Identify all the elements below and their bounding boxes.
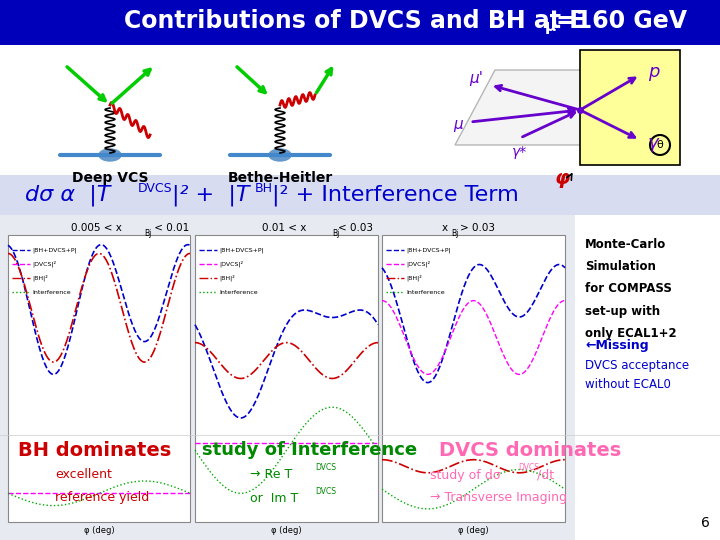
Text: |BH|²: |BH|² <box>219 275 235 281</box>
Bar <box>0 175 720 215</box>
Text: φ (deg): φ (deg) <box>271 526 302 535</box>
Text: for COMPASS: for COMPASS <box>585 282 672 295</box>
Text: ←Missing: ←Missing <box>585 339 649 352</box>
Text: Interference: Interference <box>406 289 445 294</box>
Text: 0.005 < x: 0.005 < x <box>71 223 122 233</box>
Text: Deep VCS: Deep VCS <box>72 171 148 185</box>
Text: set-up with: set-up with <box>585 305 660 318</box>
Text: DVCS acceptance: DVCS acceptance <box>585 359 689 372</box>
Text: Bj: Bj <box>144 228 152 238</box>
Ellipse shape <box>99 149 121 161</box>
Polygon shape <box>580 50 680 165</box>
Text: BH: BH <box>255 181 273 194</box>
Bar <box>0 0 720 45</box>
Text: or  Im T: or Im T <box>250 491 298 504</box>
Bar <box>382 235 565 522</box>
Text: DVCS dominates: DVCS dominates <box>439 441 621 460</box>
Text: only ECAL1+2: only ECAL1+2 <box>585 327 677 340</box>
Text: φ (deg): φ (deg) <box>84 526 114 535</box>
Text: |BH|²: |BH|² <box>406 275 422 281</box>
Text: Bj: Bj <box>333 228 340 238</box>
Text: without ECAL0: without ECAL0 <box>585 379 671 392</box>
Text: |BH+DVCS+P|: |BH+DVCS+P| <box>406 247 451 253</box>
Text: x: x <box>442 223 448 233</box>
Text: |BH+DVCS+P|: |BH+DVCS+P| <box>32 247 76 253</box>
Text: Bj: Bj <box>451 228 459 238</box>
Text: → Re T: → Re T <box>250 469 292 482</box>
Text: p: p <box>648 63 660 81</box>
Text: γ: γ <box>648 134 659 152</box>
Text: DVCS: DVCS <box>315 487 336 496</box>
Text: DVCS: DVCS <box>138 181 173 194</box>
Bar <box>0 215 575 540</box>
Text: φ: φ <box>554 168 570 187</box>
Text: Monte-Carlo: Monte-Carlo <box>585 239 666 252</box>
Text: reference yield: reference yield <box>55 491 149 504</box>
Text: Bethe-Heitler: Bethe-Heitler <box>228 171 333 185</box>
Text: =160 GeV: =160 GeV <box>556 9 687 33</box>
Text: Interference: Interference <box>219 289 258 294</box>
Text: |BH+DVCS+P|: |BH+DVCS+P| <box>219 247 264 253</box>
Text: |DVCS|²: |DVCS|² <box>219 261 243 267</box>
Text: |DVCS|²: |DVCS|² <box>32 261 56 267</box>
Text: /dt: /dt <box>537 469 554 482</box>
Text: < 0.01: < 0.01 <box>151 223 189 233</box>
Bar <box>8 235 190 522</box>
Text: μ: μ <box>545 19 556 35</box>
Text: φ (deg): φ (deg) <box>458 526 489 535</box>
Text: 0.01 < x: 0.01 < x <box>262 223 306 233</box>
Text: DVCS: DVCS <box>315 463 336 472</box>
Text: excellent: excellent <box>55 469 112 482</box>
Text: study of Interference: study of Interference <box>202 441 418 459</box>
Text: |² + Interference Term: |² + Interference Term <box>272 184 518 206</box>
Text: Contributions of DVCS and BH at E: Contributions of DVCS and BH at E <box>125 9 585 33</box>
Text: < 0.03: < 0.03 <box>338 223 372 233</box>
Polygon shape <box>455 70 640 145</box>
Text: dσ α  |T: dσ α |T <box>25 184 110 206</box>
Text: μ': μ' <box>469 71 483 85</box>
Text: Interference: Interference <box>32 289 71 294</box>
Text: |BH|²: |BH|² <box>32 275 48 281</box>
Text: γ*: γ* <box>513 145 528 159</box>
Text: |² +  |T: |² + |T <box>172 184 250 206</box>
Bar <box>195 235 378 522</box>
Text: μ: μ <box>454 117 463 132</box>
Text: study of dσ: study of dσ <box>430 469 500 482</box>
Text: Simulation: Simulation <box>585 260 656 273</box>
Text: BH dominates: BH dominates <box>19 441 171 460</box>
Ellipse shape <box>269 149 291 161</box>
Text: → Transverse Imaging: → Transverse Imaging <box>430 491 567 504</box>
Text: |DVCS|²: |DVCS|² <box>406 261 430 267</box>
Text: > 0.03: > 0.03 <box>461 223 495 233</box>
Text: 6: 6 <box>701 516 710 530</box>
Text: DVCS: DVCS <box>518 463 539 472</box>
Text: θ: θ <box>657 140 663 150</box>
